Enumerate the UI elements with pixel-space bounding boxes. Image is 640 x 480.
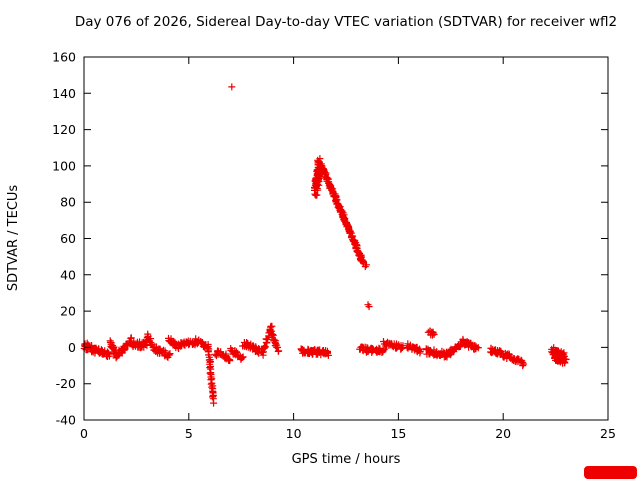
y-tick-label: -20 [56,376,76,391]
data-points [80,83,570,407]
y-tick-label: 100 [52,158,76,173]
plot-border [83,56,609,421]
x-tick-label: 5 [185,426,193,441]
axis-ticks [83,56,609,421]
x-axis-label: GPS time / hours [292,452,401,467]
x-tick-label: 15 [390,426,406,441]
x-tick-label: 10 [286,426,302,441]
y-tick-label: 60 [60,231,76,246]
y-tick-label: 160 [52,50,76,65]
x-tick-label: 0 [80,426,88,441]
x-tick-labels: 0 5 10 15 20 25 [80,426,616,441]
y-tick-label: 120 [52,122,76,137]
x-tick-label: 25 [600,426,616,441]
y-tick-label: 20 [60,304,76,319]
y-axis-label: SDTVAR / TECUs [6,185,21,292]
y-tick-label: 0 [68,340,76,355]
corner-red-box [584,466,637,479]
chart-title: Day 076 of 2026, Sidereal Day-to-day VTE… [75,14,617,30]
y-tick-label: -40 [56,413,76,428]
y-tick-label: 40 [60,267,76,282]
x-tick-label: 20 [495,426,511,441]
y-tick-label: 140 [52,86,76,101]
y-tick-label: 80 [60,195,76,210]
y-tick-labels: -40 -20 0 20 40 60 80 100 120 140 160 [52,50,76,428]
